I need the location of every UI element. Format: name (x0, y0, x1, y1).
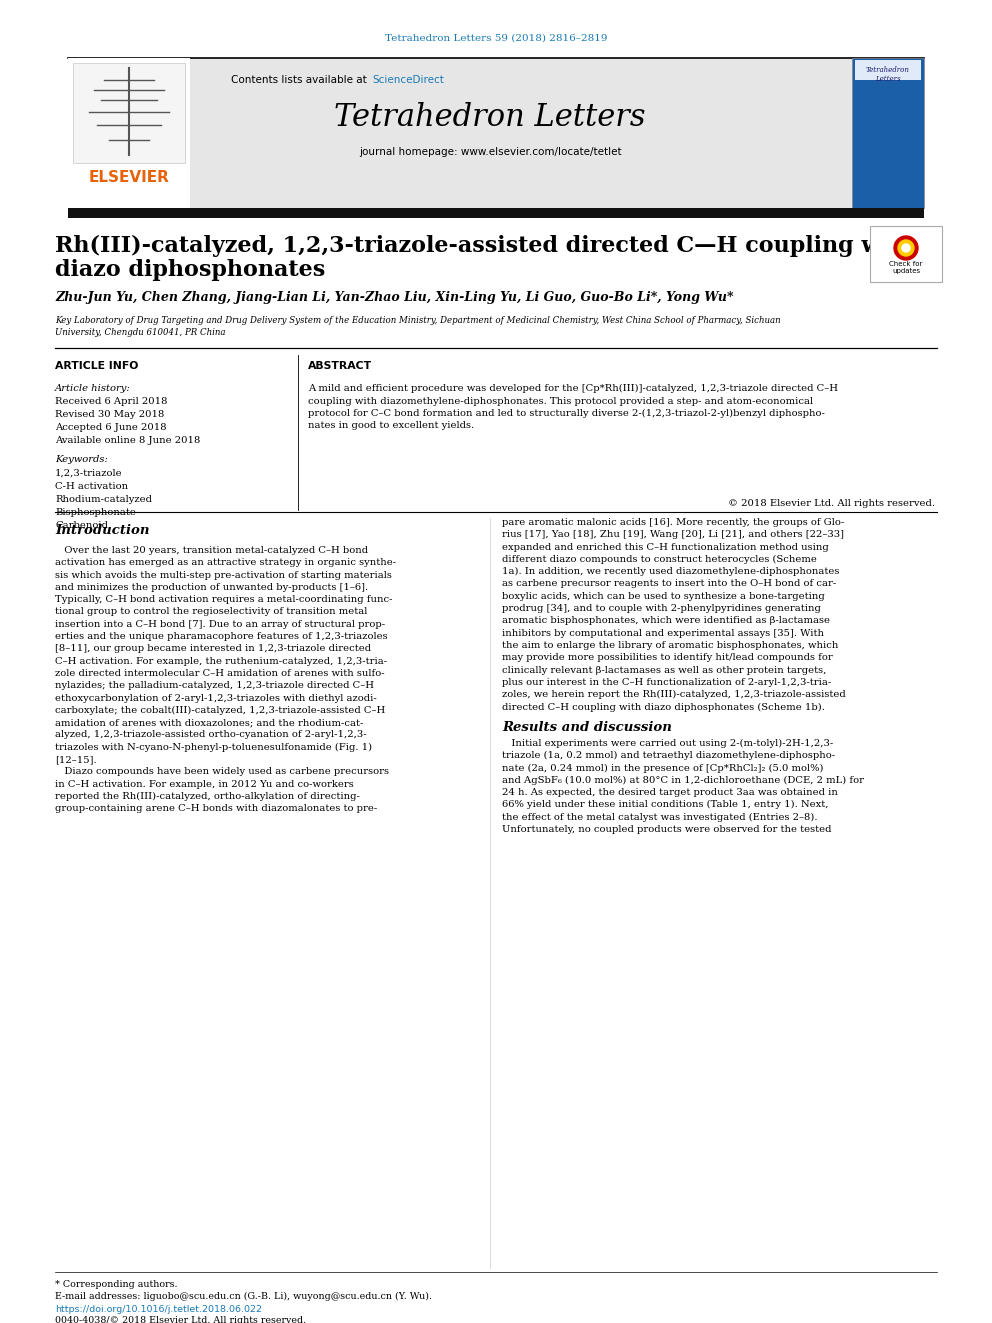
Text: coupling with diazomethylene-diphosphonates. This protocol provided a step- and : coupling with diazomethylene-diphosphona… (308, 397, 813, 406)
FancyBboxPatch shape (68, 58, 924, 208)
Text: activation has emerged as an attractive strategy in organic synthe-: activation has emerged as an attractive … (55, 558, 396, 568)
FancyBboxPatch shape (68, 208, 924, 218)
Text: Introduction: Introduction (55, 524, 150, 537)
Text: insertion into a C–H bond [7]. Due to an array of structural prop-: insertion into a C–H bond [7]. Due to an… (55, 619, 385, 628)
Text: Zhu-Jun Yu, Chen Zhang, Jiang-Lian Li, Yan-Zhao Liu, Xin-Ling Yu, Li Guo, Guo-Bo: Zhu-Jun Yu, Chen Zhang, Jiang-Lian Li, Y… (55, 291, 733, 304)
Text: https://doi.org/10.1016/j.tetlet.2018.06.022: https://doi.org/10.1016/j.tetlet.2018.06… (55, 1304, 262, 1314)
Text: prodrug [34], and to couple with 2-phenylpyridines generating: prodrug [34], and to couple with 2-pheny… (502, 605, 820, 613)
Text: tional group to control the regioselectivity of transition metal: tional group to control the regioselecti… (55, 607, 367, 617)
Text: Received 6 April 2018: Received 6 April 2018 (55, 397, 168, 406)
Text: triazoles with N-cyano-N-phenyl-p-toluenesulfonamide (Fig. 1): triazoles with N-cyano-N-phenyl-p-toluen… (55, 742, 372, 751)
Text: pare aromatic malonic acids [16]. More recently, the groups of Glo-: pare aromatic malonic acids [16]. More r… (502, 519, 844, 527)
Text: University, Chengdu 610041, PR China: University, Chengdu 610041, PR China (55, 328, 225, 337)
Text: the effect of the metal catalyst was investigated (Entries 2–8).: the effect of the metal catalyst was inv… (502, 812, 817, 822)
Text: ScienceDirect: ScienceDirect (372, 75, 443, 85)
Text: Carbenoid: Carbenoid (55, 521, 108, 531)
Text: Diazo compounds have been widely used as carbene precursors: Diazo compounds have been widely used as… (55, 767, 389, 777)
Text: zole directed intermolecular C–H amidation of arenes with sulfo-: zole directed intermolecular C–H amidati… (55, 669, 385, 677)
Text: reported the Rh(III)-catalyzed, ortho-alkylation of directing-: reported the Rh(III)-catalyzed, ortho-al… (55, 792, 360, 802)
Text: and minimizes the production of unwanted by-products [1–6].: and minimizes the production of unwanted… (55, 583, 368, 591)
Text: Unfortunately, no coupled products were observed for the tested: Unfortunately, no coupled products were … (502, 826, 831, 833)
Text: ABSTRACT: ABSTRACT (308, 361, 372, 370)
Text: C-H activation: C-H activation (55, 482, 128, 491)
Text: [8–11], our group became interested in 1,2,3-triazole directed: [8–11], our group became interested in 1… (55, 644, 371, 654)
Text: expanded and enriched this C–H functionalization method using: expanded and enriched this C–H functiona… (502, 542, 828, 552)
Text: Article history:: Article history: (55, 384, 131, 393)
Text: ELSEVIER: ELSEVIER (88, 169, 170, 184)
Text: nylazides; the palladium-catalyzed, 1,2,3-triazole directed C–H: nylazides; the palladium-catalyzed, 1,2,… (55, 681, 374, 691)
Text: 0040-4038/© 2018 Elsevier Ltd. All rights reserved.: 0040-4038/© 2018 Elsevier Ltd. All right… (55, 1316, 307, 1323)
Text: Initial experiments were carried out using 2-(m-tolyl)-2H-1,2,3-: Initial experiments were carried out usi… (502, 738, 833, 747)
Text: Available online 8 June 2018: Available online 8 June 2018 (55, 437, 200, 445)
Text: Over the last 20 years, transition metal-catalyzed C–H bond: Over the last 20 years, transition metal… (55, 546, 368, 556)
Text: triazole (1a, 0.2 mmol) and tetraethyl diazomethylene-diphospho-: triazole (1a, 0.2 mmol) and tetraethyl d… (502, 751, 835, 761)
Text: Bisphosphonate: Bisphosphonate (55, 508, 136, 517)
Text: journal homepage: www.elsevier.com/locate/tetlet: journal homepage: www.elsevier.com/locat… (359, 147, 621, 157)
Text: inhibitors by computational and experimental assays [35]. With: inhibitors by computational and experime… (502, 628, 824, 638)
Circle shape (894, 235, 918, 261)
Text: as carbene precursor reagents to insert into the O–H bond of car-: as carbene precursor reagents to insert … (502, 579, 836, 589)
Text: boxylic acids, which can be used to synthesize a bone-targeting: boxylic acids, which can be used to synt… (502, 591, 824, 601)
Text: ethoxycarbonylation of 2-aryl-1,2,3-triazoles with diethyl azodi-: ethoxycarbonylation of 2-aryl-1,2,3-tria… (55, 693, 377, 703)
Text: Keywords:: Keywords: (55, 455, 108, 464)
Text: aromatic bisphosphonates, which were identified as β-lactamase: aromatic bisphosphonates, which were ide… (502, 617, 830, 626)
Text: * Corresponding authors.: * Corresponding authors. (55, 1279, 178, 1289)
Text: zoles, we herein report the Rh(III)-catalyzed, 1,2,3-triazole-assisted: zoles, we herein report the Rh(III)-cata… (502, 691, 846, 700)
Text: Contents lists available at: Contents lists available at (231, 75, 370, 85)
Text: Accepted 6 June 2018: Accepted 6 June 2018 (55, 423, 167, 433)
Text: alyzed, 1,2,3-triazole-assisted ortho-cyanation of 2-aryl-1,2,3-: alyzed, 1,2,3-triazole-assisted ortho-cy… (55, 730, 367, 740)
Text: 1a). In addition, we recently used diazomethylene-diphosphonates: 1a). In addition, we recently used diazo… (502, 568, 839, 577)
FancyBboxPatch shape (870, 226, 942, 282)
Text: Letters: Letters (875, 75, 901, 83)
Text: Tetrahedron Letters 59 (2018) 2816–2819: Tetrahedron Letters 59 (2018) 2816–2819 (385, 33, 607, 42)
Text: nates in good to excellent yields.: nates in good to excellent yields. (308, 422, 474, 430)
Text: erties and the unique pharamacophore features of 1,2,3-triazoles: erties and the unique pharamacophore fea… (55, 632, 388, 642)
Text: carboxylate; the cobalt(III)-catalyzed, 1,2,3-triazole-assisted C–H: carboxylate; the cobalt(III)-catalyzed, … (55, 706, 385, 714)
Circle shape (902, 243, 910, 251)
Text: and AgSbF₆ (10.0 mol%) at 80°C in 1,2-dichloroethane (DCE, 2 mL) for: and AgSbF₆ (10.0 mol%) at 80°C in 1,2-di… (502, 775, 864, 785)
Text: different diazo compounds to construct heterocycles (Scheme: different diazo compounds to construct h… (502, 554, 816, 564)
Text: Typically, C–H bond activation requires a metal-coordinating func-: Typically, C–H bond activation requires … (55, 595, 393, 605)
Text: Revised 30 May 2018: Revised 30 May 2018 (55, 410, 165, 419)
Text: © 2018 Elsevier Ltd. All rights reserved.: © 2018 Elsevier Ltd. All rights reserved… (728, 499, 935, 508)
Text: [12–15].: [12–15]. (55, 755, 96, 765)
Text: Results and discussion: Results and discussion (502, 721, 672, 734)
Text: 24 h. As expected, the desired target product 3aa was obtained in: 24 h. As expected, the desired target pr… (502, 789, 838, 796)
Text: diazo diphosphonates: diazo diphosphonates (55, 259, 325, 280)
Text: rius [17], Yao [18], Zhu [19], Wang [20], Li [21], and others [22–33]: rius [17], Yao [18], Zhu [19], Wang [20]… (502, 531, 844, 540)
FancyBboxPatch shape (68, 58, 190, 208)
Text: updates: updates (892, 269, 920, 274)
Text: 66% yield under these initial conditions (Table 1, entry 1). Next,: 66% yield under these initial conditions… (502, 800, 828, 810)
Text: Check for: Check for (889, 261, 923, 267)
Text: Key Laboratory of Drug Targeting and Drug Delivery System of the Education Minis: Key Laboratory of Drug Targeting and Dru… (55, 316, 781, 325)
Text: Tetrahedron Letters: Tetrahedron Letters (334, 102, 646, 134)
Text: plus our interest in the C–H functionalization of 2-aryl-1,2,3-tria-: plus our interest in the C–H functionali… (502, 677, 831, 687)
Text: protocol for C–C bond formation and led to structurally diverse 2-(1,2,3-triazol: protocol for C–C bond formation and led … (308, 409, 825, 418)
Text: the aim to enlarge the library of aromatic bisphosphonates, which: the aim to enlarge the library of aromat… (502, 642, 838, 650)
Text: nate (2a, 0.24 mmol) in the presence of [Cp*RhCl₂]₂ (5.0 mol%): nate (2a, 0.24 mmol) in the presence of … (502, 763, 823, 773)
Text: Tetrahedron: Tetrahedron (866, 66, 910, 74)
Text: in C–H activation. For example, in 2012 Yu and co-workers: in C–H activation. For example, in 2012 … (55, 779, 354, 789)
Text: directed C–H coupling with diazo diphosphonates (Scheme 1b).: directed C–H coupling with diazo diphosp… (502, 703, 825, 712)
Text: 1,2,3-triazole: 1,2,3-triazole (55, 468, 123, 478)
Text: may provide more possibilities to identify hit/lead compounds for: may provide more possibilities to identi… (502, 654, 832, 663)
Text: ARTICLE INFO: ARTICLE INFO (55, 361, 138, 370)
Text: E-mail addresses: liguobo@scu.edu.cn (G.-B. Li), wuyong@scu.edu.cn (Y. Wu).: E-mail addresses: liguobo@scu.edu.cn (G.… (55, 1293, 432, 1301)
Text: amidation of arenes with dioxazolones; and the rhodium-cat-: amidation of arenes with dioxazolones; a… (55, 718, 363, 728)
Text: Rh(III)-catalyzed, 1,2,3-triazole-assisted directed C—H coupling with: Rh(III)-catalyzed, 1,2,3-triazole-assist… (55, 235, 916, 257)
Text: sis which avoids the multi-step pre-activation of starting materials: sis which avoids the multi-step pre-acti… (55, 570, 392, 579)
Text: Rhodium-catalyzed: Rhodium-catalyzed (55, 495, 152, 504)
Text: clinically relevant β-lactamases as well as other protein targets,: clinically relevant β-lactamases as well… (502, 665, 826, 675)
FancyBboxPatch shape (73, 64, 185, 163)
Text: A mild and efficient procedure was developed for the [Cp*Rh(III)]-catalyzed, 1,2: A mild and efficient procedure was devel… (308, 384, 838, 393)
FancyBboxPatch shape (855, 60, 921, 79)
Circle shape (898, 239, 914, 255)
Text: C–H activation. For example, the ruthenium-catalyzed, 1,2,3-tria-: C–H activation. For example, the rutheni… (55, 656, 387, 665)
Text: group-containing arene C–H bonds with diazomalonates to pre-: group-containing arene C–H bonds with di… (55, 804, 377, 814)
FancyBboxPatch shape (852, 58, 924, 208)
